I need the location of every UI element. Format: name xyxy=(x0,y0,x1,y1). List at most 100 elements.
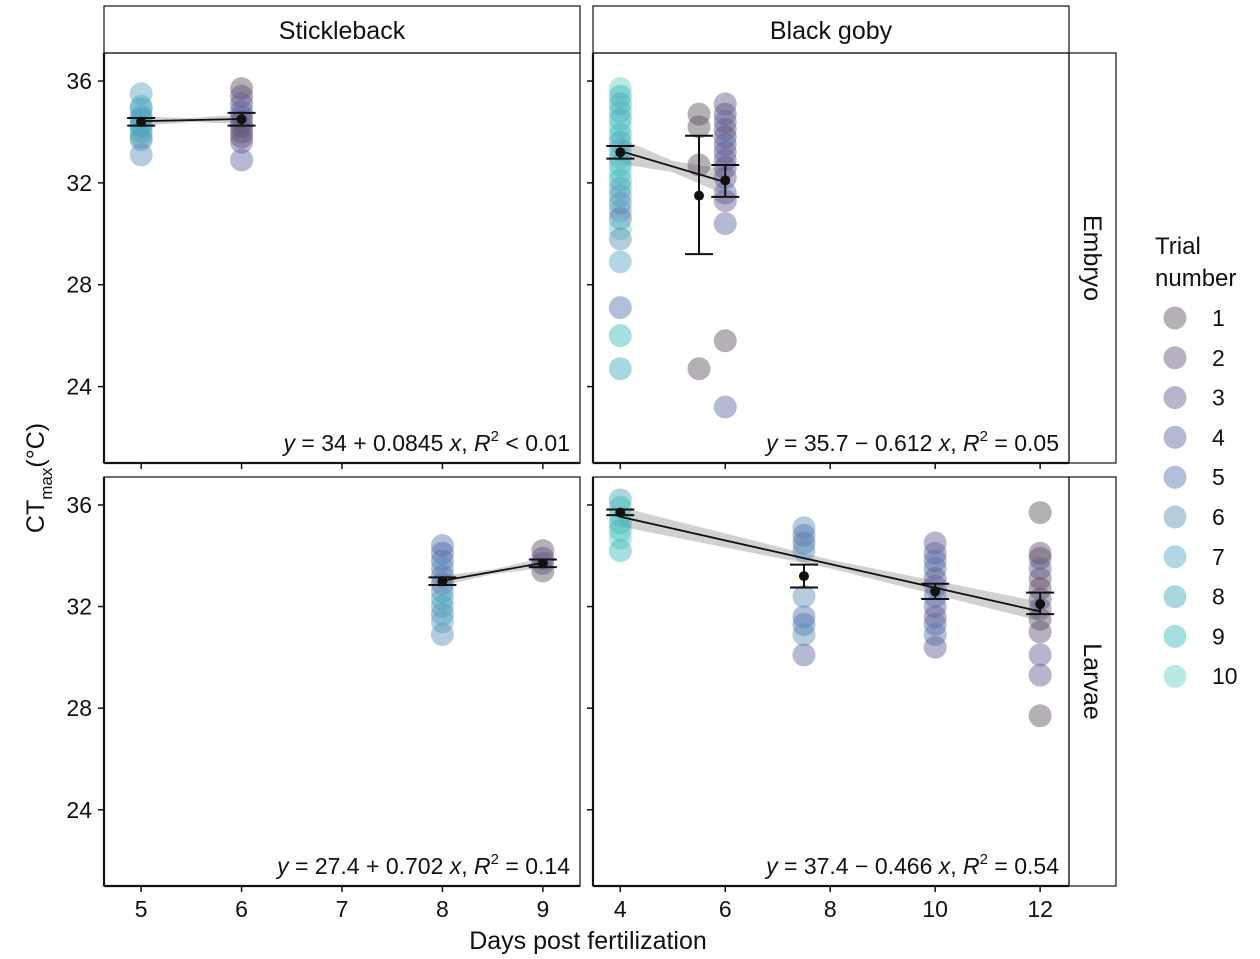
data-point xyxy=(129,94,153,118)
panels: Stickleback 24 28 32 36 y = 34 + 0.0845 x, R2… xyxy=(66,5,1117,922)
data-point xyxy=(608,250,632,274)
y-tick-label: 32 xyxy=(66,170,92,196)
data-point xyxy=(923,612,947,636)
regression-equation: y = 27.4 + 0.702 x, R2 = 0.14 xyxy=(275,851,570,879)
mean-point xyxy=(136,116,147,127)
data-point xyxy=(430,549,454,573)
legend-swatch xyxy=(1163,545,1187,569)
legend-label: 4 xyxy=(1212,424,1225,450)
column-strip xyxy=(103,5,581,54)
y-tick-label: 36 xyxy=(66,492,92,518)
data-point xyxy=(430,564,454,588)
data-point xyxy=(713,117,737,141)
data-point xyxy=(1028,541,1052,565)
mean-point xyxy=(798,571,809,582)
data-point xyxy=(1028,577,1052,601)
y-axis-title-sub: max xyxy=(37,467,56,500)
legend-swatch xyxy=(1163,585,1187,609)
data-point xyxy=(608,184,632,208)
data-point xyxy=(430,556,454,580)
data-point xyxy=(608,161,632,185)
data-point xyxy=(792,643,816,667)
x-axis-title: Days post fertilization xyxy=(469,927,707,955)
data-point xyxy=(608,107,632,131)
y-axis-title-unit: (°C) xyxy=(22,423,50,468)
data-point xyxy=(129,128,153,152)
mean-point xyxy=(720,175,731,186)
data-point xyxy=(713,110,737,134)
data-point xyxy=(608,227,632,251)
legend-label: 10 xyxy=(1212,663,1238,689)
regression-equation: y = 34 + 0.0845 x, R2 < 0.01 xyxy=(282,428,570,456)
data-point xyxy=(1028,620,1052,644)
data-point xyxy=(923,595,947,619)
legend-label: 5 xyxy=(1212,464,1225,490)
data-point xyxy=(1028,567,1052,591)
data-point xyxy=(608,115,632,139)
y-tick-label: 24 xyxy=(66,797,92,823)
trend-line xyxy=(620,515,1041,613)
data-point xyxy=(430,595,454,619)
data-point xyxy=(608,488,632,512)
mean-point xyxy=(694,190,705,201)
svg-text:CTmax(°C): CTmax(°C) xyxy=(22,423,56,533)
data-point xyxy=(792,623,816,647)
data-point xyxy=(230,115,254,139)
data-point xyxy=(923,541,947,565)
mean-point xyxy=(1035,599,1046,610)
data-point xyxy=(923,549,947,573)
data-point xyxy=(792,531,816,555)
panel-border xyxy=(103,52,581,464)
data-point xyxy=(430,610,454,634)
panel-goby-larvae: Larvae 4 6 8 10 12 y = 37.4 − 0.466 x, R2 = 0.… xyxy=(587,476,1117,922)
data-point xyxy=(230,84,254,108)
data-point xyxy=(923,556,947,580)
data-point xyxy=(430,602,454,626)
data-point xyxy=(923,605,947,629)
legend-label: 6 xyxy=(1212,504,1225,530)
mean-point xyxy=(437,576,448,587)
data-point xyxy=(608,199,632,223)
panel-goby-embryo: Black goby Embryo y = 35.7 − 0.612 x, R2 =… xyxy=(587,5,1117,469)
y-tick-label: 28 xyxy=(66,272,92,298)
mean-point xyxy=(615,507,626,518)
data-point xyxy=(230,125,254,149)
data-point xyxy=(608,324,632,348)
data-point xyxy=(230,100,254,124)
data-point xyxy=(608,495,632,519)
row-strip-label: Larvae xyxy=(1078,643,1106,719)
legend-swatch xyxy=(1163,624,1187,648)
legend-label: 9 xyxy=(1212,623,1225,649)
panel-border xyxy=(592,476,1070,887)
x-tick-label: 9 xyxy=(536,896,549,922)
data-point xyxy=(230,77,254,101)
data-point xyxy=(713,189,737,213)
data-point xyxy=(430,534,454,558)
x-tick-label: 12 xyxy=(1027,896,1053,922)
data-point xyxy=(230,92,254,116)
y-tick-label: 28 xyxy=(66,695,92,721)
legend-swatch xyxy=(1163,346,1187,370)
data-point xyxy=(713,395,737,419)
data-point xyxy=(608,100,632,124)
x-tick-label: 4 xyxy=(614,896,627,922)
data-point xyxy=(608,122,632,146)
data-point xyxy=(687,115,711,139)
data-point xyxy=(230,130,254,154)
panel-border xyxy=(103,476,581,887)
data-point xyxy=(687,357,711,381)
data-point xyxy=(430,587,454,611)
data-point xyxy=(713,329,737,353)
data-point xyxy=(608,217,632,241)
legend-label: 2 xyxy=(1212,345,1225,371)
data-point xyxy=(792,612,816,636)
data-point xyxy=(430,623,454,647)
data-point xyxy=(1028,556,1052,580)
data-point xyxy=(713,125,737,149)
data-point xyxy=(608,130,632,154)
data-point xyxy=(531,539,555,563)
data-point xyxy=(1028,643,1052,667)
mean-point xyxy=(930,586,941,597)
x-tick-label: 8 xyxy=(436,896,449,922)
data-point xyxy=(129,82,153,106)
